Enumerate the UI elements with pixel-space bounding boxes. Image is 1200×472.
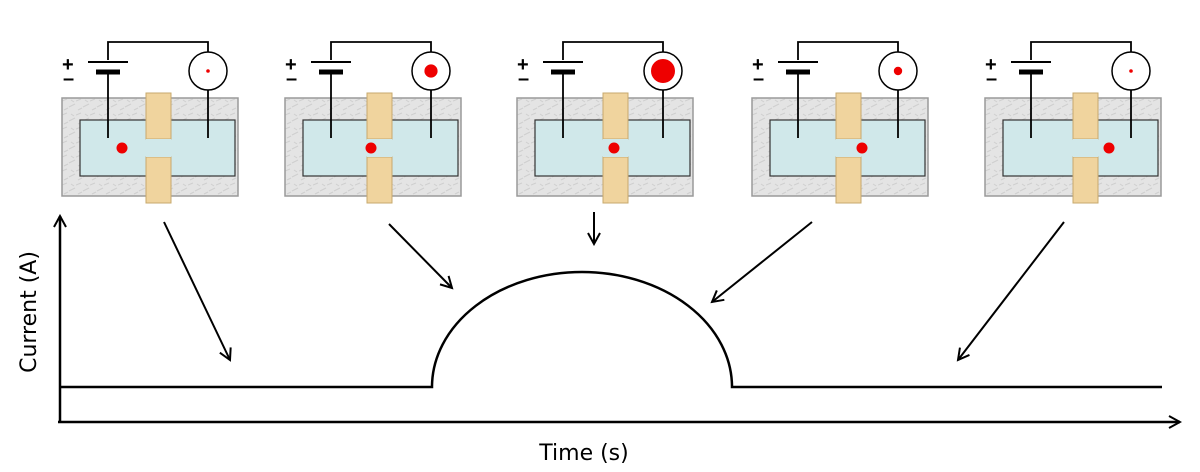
battery-minus-sign: – [753, 68, 764, 90]
nanopore [146, 139, 171, 157]
battery-minus-sign: – [518, 68, 529, 90]
particle [856, 142, 868, 154]
membrane-bottom [145, 156, 172, 204]
membrane-top [145, 92, 172, 140]
x-axis-label: Time (s) [538, 441, 628, 466]
particle [116, 142, 128, 154]
ammeter-indicator [424, 64, 438, 78]
battery-minus-sign: – [986, 68, 997, 90]
nanopore [836, 139, 861, 157]
nanopore [1073, 139, 1098, 157]
ammeter-indicator [651, 59, 675, 83]
pointer-arrows [163, 212, 1065, 360]
membrane-top [1072, 92, 1099, 140]
stage-panel-particle-entering-pore: +– [284, 41, 462, 204]
y-axis-label: Current (A) [17, 251, 42, 373]
stage-panel-particle-approaching: +– [61, 41, 239, 204]
particle [365, 142, 377, 154]
membrane-bottom [366, 156, 393, 204]
membrane-bottom [602, 156, 629, 204]
ammeter-indicator [1129, 69, 1133, 73]
battery-plus-sign: + [517, 54, 529, 76]
battery-plus-sign: + [752, 54, 764, 76]
battery-plus-sign: + [985, 54, 997, 76]
battery-minus-sign: – [286, 68, 297, 90]
stage-panel-particle-passed: +– [984, 41, 1162, 204]
membrane-bottom [835, 156, 862, 204]
particle [1103, 142, 1115, 154]
ammeter-indicator [893, 66, 903, 76]
top-wire [1030, 41, 1132, 60]
top-wire [107, 41, 209, 60]
membrane-top [835, 92, 862, 140]
battery-minus-sign: – [63, 68, 74, 90]
membrane-top [366, 92, 393, 140]
top-wire [797, 41, 899, 60]
membrane-bottom [1072, 156, 1099, 204]
current-trace [60, 270, 1162, 389]
ammeter-indicator [206, 69, 210, 73]
pointer-arrow-5 [958, 221, 1065, 360]
pointer-arrow-4 [712, 221, 813, 302]
particle [608, 142, 620, 154]
stage-panel-particle-exiting-pore: +– [751, 41, 929, 204]
stage-panels: +–+–+–+–+– [61, 41, 1162, 204]
stage-panel-particle-in-pore: +– [516, 41, 694, 204]
pointer-arrow-1 [163, 221, 230, 360]
top-wire [330, 41, 432, 60]
battery-plus-sign: + [62, 54, 74, 76]
membrane-top [602, 92, 629, 140]
pointer-arrow-2 [388, 223, 452, 288]
battery-plus-sign: + [285, 54, 297, 76]
top-wire [562, 41, 664, 60]
